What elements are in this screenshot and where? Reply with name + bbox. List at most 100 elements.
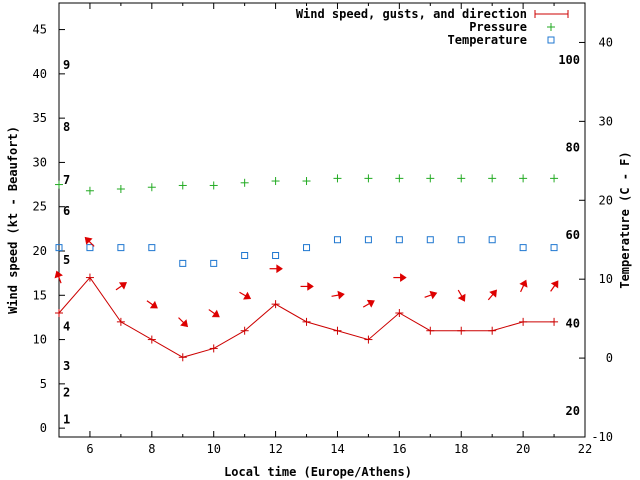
- y-left-tick-label: 30: [33, 155, 47, 169]
- wind-arrow: [487, 289, 497, 301]
- x-tick-label: 14: [330, 442, 344, 456]
- beaufort-label: 7: [63, 173, 70, 187]
- wind-arrow: [519, 279, 528, 293]
- pressure-point: [364, 174, 373, 183]
- pressure-point: [147, 183, 156, 192]
- fahrenheit-label: 60: [566, 228, 580, 242]
- pressure-point: [426, 174, 435, 183]
- x-tick-label: 20: [516, 442, 530, 456]
- y-left-tick-label: 0: [40, 421, 47, 435]
- y-left-tick-label: 25: [33, 200, 47, 214]
- x-tick-label: 12: [268, 442, 282, 456]
- x-axis-label: Local time (Europe/Athens): [224, 465, 412, 479]
- y-left-tick-label: 10: [33, 333, 47, 347]
- series-temperature: [55, 236, 558, 267]
- y-left-tick-label: 35: [33, 111, 47, 125]
- plot-frame: [58, 2, 586, 438]
- temperature-point: [395, 236, 403, 244]
- y-left-tick-label: 45: [33, 23, 47, 37]
- y-left-tick-label: 20: [33, 244, 47, 258]
- temperature-point: [148, 244, 156, 252]
- x-tick-label: 22: [578, 442, 592, 456]
- legend-label-temperature: Temperature: [448, 33, 527, 47]
- fahrenheit-label: 20: [566, 404, 580, 418]
- wind-arrow: [178, 317, 189, 328]
- temperature-point: [86, 244, 94, 252]
- wind-speed-point: [147, 335, 156, 344]
- wind-arrow: [54, 270, 63, 284]
- x-axis-ticks: 6 8 10 12 14 16 18 20 22: [58, 3, 592, 456]
- pressure-point: [488, 174, 497, 183]
- beaufort-label: 5: [63, 253, 70, 267]
- y-left-tick-label: 5: [40, 377, 47, 391]
- pressure-point: [457, 174, 466, 183]
- beaufort-label: 4: [63, 319, 70, 333]
- wind-arrow: [457, 289, 466, 302]
- y-right-tick-label: 10: [599, 272, 613, 286]
- fahrenheit-label: 80: [566, 140, 580, 154]
- wind-speed-point: [457, 326, 466, 335]
- pressure-point: [302, 177, 311, 186]
- x-tick-label: 18: [454, 442, 468, 456]
- pressure-point: [333, 174, 342, 183]
- pressure-point: [519, 174, 528, 183]
- beaufort-label: 9: [63, 58, 70, 72]
- pressure-point: [395, 174, 404, 183]
- y-right-tick-label: -10: [591, 430, 613, 444]
- x-tick-label: 8: [148, 442, 155, 456]
- wind-direction-arrows: [54, 236, 559, 328]
- temperature-point: [303, 244, 311, 252]
- series-wind-speed: [55, 273, 559, 362]
- temperature-point: [272, 252, 280, 260]
- wind-arrow: [331, 290, 345, 300]
- wind-arrow: [424, 290, 438, 300]
- wind-arrow: [115, 282, 127, 291]
- legend: Wind speed, gusts, and direction Pressur…: [296, 7, 569, 47]
- legend-label-pressure: Pressure: [469, 20, 527, 34]
- wind-speed-point: [85, 273, 94, 282]
- wind-speed-point: [488, 326, 497, 335]
- wind-speed-point: [178, 353, 187, 362]
- temperature-point: [55, 244, 63, 252]
- legend-marker-pressure: [547, 23, 555, 31]
- pressure-point: [550, 174, 559, 183]
- temperature-point: [333, 236, 341, 244]
- temperature-point: [550, 244, 558, 252]
- wind-speed-line: [58, 276, 555, 358]
- pressure-point: [271, 177, 280, 186]
- temperature-point: [364, 236, 372, 244]
- y-right-tick-label: 30: [599, 114, 613, 128]
- beaufort-scale-labels: 1 2 3 4 5 6 7 8 9: [63, 58, 70, 426]
- wind-speed-point: [333, 326, 342, 335]
- wind-speed-point: [116, 317, 125, 326]
- beaufort-label: 3: [63, 359, 70, 373]
- wind-speed-point: [550, 317, 559, 326]
- wind-arrow: [300, 281, 314, 291]
- wind-arrow: [84, 236, 95, 247]
- wind-arrow: [550, 280, 559, 292]
- y-right-tick-label: 0: [606, 351, 613, 365]
- y-left-axis-label: Wind speed (kt - Beaufort): [6, 126, 20, 314]
- wind-speed-point: [364, 335, 373, 344]
- y-left-tick-label: 40: [33, 67, 47, 81]
- y-left-tick-label: 15: [33, 288, 47, 302]
- wind-speed-point: [209, 344, 218, 353]
- beaufort-label: 2: [63, 386, 70, 400]
- wind-speed-point: [240, 326, 249, 335]
- wind-arrow: [269, 264, 284, 274]
- temperature-point: [241, 252, 249, 260]
- series-pressure: [55, 174, 559, 195]
- temperature-point: [179, 259, 187, 267]
- beaufort-label: 1: [63, 412, 70, 426]
- wind-speed-point: [271, 300, 280, 309]
- temperature-point: [210, 259, 218, 267]
- fahrenheit-label: 40: [566, 316, 580, 330]
- beaufort-label: 6: [63, 204, 70, 218]
- temperature-point: [426, 236, 434, 244]
- wind-arrow: [146, 300, 158, 309]
- pressure-point: [55, 180, 63, 189]
- x-tick-label: 10: [206, 442, 220, 456]
- x-tick-label: 16: [392, 442, 406, 456]
- y-right-axis-ticks: -10 0 10 20 30 40: [579, 35, 613, 444]
